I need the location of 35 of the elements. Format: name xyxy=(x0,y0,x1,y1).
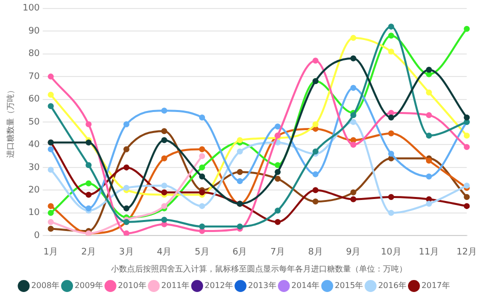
legend-label: 2015年 xyxy=(334,281,364,290)
y-tick-label: 70 xyxy=(28,72,40,82)
y-axis-title: 进口糖数量（万吨） xyxy=(6,86,15,158)
legend-label: 2010年 xyxy=(118,281,146,290)
x-tick-label: 2月 xyxy=(81,247,96,258)
y-tick-label: 60 xyxy=(28,94,40,105)
y-tick-label: 30 xyxy=(28,162,40,173)
x-tick-label: 9月 xyxy=(346,247,361,258)
legend-label: 2011年 xyxy=(161,281,190,290)
x-tick-label: 1月 xyxy=(43,247,58,258)
x-tick-label: 6月 xyxy=(232,247,248,258)
y-tick-label: 40 xyxy=(28,140,40,150)
x-tick-label: 5月 xyxy=(194,247,210,258)
x-axis-title: 小数点后按照四舍五入计算，鼠标移至圆点显示每年各月进口糖数量（单位：万吨） xyxy=(110,264,407,274)
x-tick-label: 8月 xyxy=(308,247,323,258)
x-tick-label: 4月 xyxy=(156,247,172,258)
x-tick-label: 3月 xyxy=(119,247,134,258)
legend-label: 2009年 xyxy=(74,281,103,290)
x-tick-label: 11月 xyxy=(418,247,440,258)
legend-label: 2012年 xyxy=(204,281,233,290)
x-tick-label: 7月 xyxy=(270,247,286,258)
legend-label: 2013年 xyxy=(248,281,276,290)
y-tick-label: 0 xyxy=(34,230,40,241)
y-tick-label: 80 xyxy=(28,49,40,60)
y-tick-label: 100 xyxy=(22,4,40,14)
legend-label: 2017年 xyxy=(421,281,450,290)
y-tick-label: 10 xyxy=(28,208,40,218)
x-tick-label: 10月 xyxy=(380,247,402,258)
y-tick-label: 20 xyxy=(28,186,40,196)
x-tick-label: 12月 xyxy=(456,247,477,258)
y-tick-label: 50 xyxy=(28,117,40,128)
legend-label: 2014年 xyxy=(291,281,320,290)
y-tick-label: 90 xyxy=(28,26,40,36)
legend-label: 2016年 xyxy=(378,281,406,290)
legend-label: 2008年 xyxy=(31,281,60,290)
